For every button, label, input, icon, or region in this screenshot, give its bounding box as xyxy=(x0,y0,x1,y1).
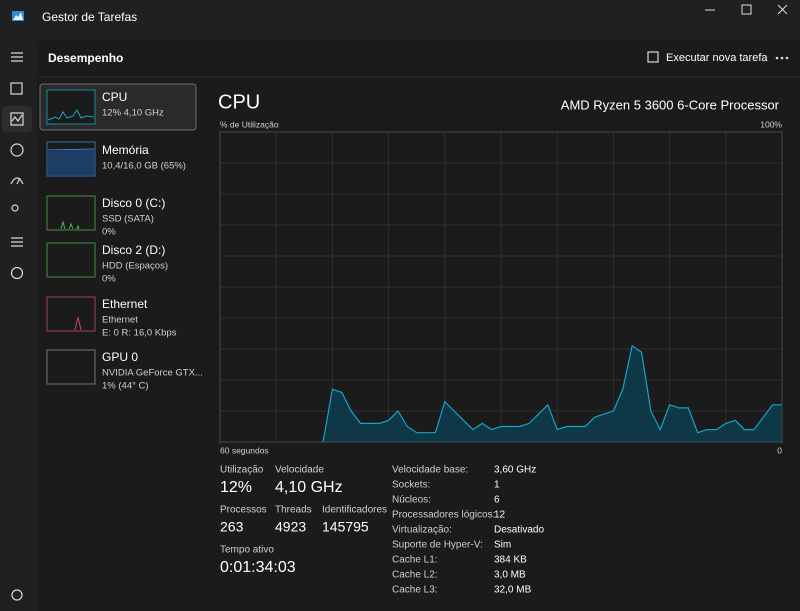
sidebar-item-name: Disco 2 (D:) xyxy=(102,243,165,257)
stats: Utilização 12% Velocidade 4,10 GHz Processos… xyxy=(220,465,387,577)
nav-rail xyxy=(2,52,32,601)
sidebar-item[interactable]: Disco 2 (D:) HDD (Espaços) 0% xyxy=(46,242,168,285)
thumbnail-trace xyxy=(74,316,82,331)
sidebar-item-detail: 12% 4,10 GHz xyxy=(102,108,164,119)
sidebar-item-name: Ethernet xyxy=(102,297,148,311)
y-axis-label: % de Utilização xyxy=(220,119,279,129)
history-icon[interactable] xyxy=(10,143,24,157)
sidebar-item-name: Disco 0 (C:) xyxy=(102,196,165,210)
run-task-button[interactable]: Executar nova tarefa xyxy=(647,51,768,64)
sidebar-item-name: GPU 0 xyxy=(102,350,138,364)
sidebar-item[interactable]: Ethernet Ethernet E: 0 R: 16,0 Kbps xyxy=(46,296,177,339)
plot-border xyxy=(219,131,783,443)
startup-icon[interactable] xyxy=(10,177,24,185)
spec-label: Cache L3: xyxy=(392,585,438,596)
app-icon xyxy=(12,11,24,21)
thumbnail-fill xyxy=(48,150,94,175)
spec-value: 3,60 GHz xyxy=(494,465,536,476)
thumbnail-trace xyxy=(60,220,80,230)
processes-icon[interactable] xyxy=(10,82,23,95)
spec-label: Cache L1: xyxy=(392,555,438,566)
thumbnail xyxy=(46,349,96,385)
sidebar-item-detail: SSD (SATA) xyxy=(102,214,154,225)
sidebar-item-detail: 0% xyxy=(102,274,116,285)
spec-value: 12 xyxy=(494,510,506,521)
sidebar-item[interactable]: Memória 10,4/16,0 GB (65%) xyxy=(46,141,186,177)
window-title: Gestor de Tarefas xyxy=(42,10,137,24)
sidebar-item-detail: HDD (Espaços) xyxy=(102,261,168,272)
page-heading: Desempenho xyxy=(48,51,123,65)
spec-label: Cache L2: xyxy=(392,570,438,581)
thumbnail xyxy=(46,242,96,278)
x-tick-label: 0 xyxy=(777,445,782,455)
users-icon[interactable] xyxy=(11,204,19,212)
run-task-icon xyxy=(647,51,659,63)
stat-value: 263 xyxy=(220,519,244,535)
spec-value: Sim xyxy=(494,540,511,551)
stat-value: 145795 xyxy=(322,519,369,535)
y-tick-label: 100% xyxy=(760,119,782,129)
stat-label: Utilização xyxy=(220,465,264,476)
thumbnail-trace xyxy=(47,109,95,121)
sidebar: CPU 12% 4,10 GHz Memória 10,4/16,0 GB (65%)… xyxy=(39,83,203,392)
details-icon[interactable] xyxy=(11,237,23,247)
sidebar-item[interactable]: GPU 0 NVIDIA GeForce GTX... 1% (44° C) xyxy=(46,349,203,392)
stat-label: Identificadores xyxy=(322,505,387,516)
spec-label: Sockets: xyxy=(392,480,430,491)
services-icon[interactable] xyxy=(10,266,24,280)
sidebar-item-detail: E: 0 R: 16,0 Kbps xyxy=(102,328,177,339)
stat-label: Threads xyxy=(275,505,312,516)
sidebar-item-name: CPU xyxy=(102,90,127,104)
thumbnail xyxy=(46,89,96,125)
thumbnail xyxy=(46,296,96,332)
more-button[interactable] xyxy=(775,56,789,60)
sidebar-item[interactable]: CPU 12% 4,10 GHz xyxy=(39,83,197,131)
menu-icon[interactable] xyxy=(11,52,23,62)
specs: Velocidade base: 3,60 GHz Sockets: 1 Núcleos… xyxy=(392,465,544,596)
spec-value: 6 xyxy=(494,495,500,506)
sidebar-item-detail: 10,4/16,0 GB (65%) xyxy=(102,161,186,172)
stat-label: Processos xyxy=(220,505,267,516)
spec-value: 32,0 MB xyxy=(494,585,532,596)
sidebar-item-name: Memória xyxy=(102,143,149,157)
spec-label: Suporte de Hyper-V: xyxy=(392,540,483,551)
thumbnail-trace xyxy=(47,148,95,151)
stat-value: 4923 xyxy=(275,519,306,535)
spec-label: Processadores lógicos: xyxy=(392,510,495,521)
detail-subtitle: AMD Ryzen 5 3600 6-Core Processor xyxy=(561,97,780,112)
stat-value: 12% xyxy=(220,479,252,496)
stat-label: Velocidade xyxy=(275,465,324,476)
stat-value: 0:01:34:03 xyxy=(220,559,296,576)
maximize[interactable] xyxy=(741,4,752,15)
spec-value: 1 xyxy=(494,480,500,491)
spec-label: Virtualização: xyxy=(392,525,452,536)
stat-value: 4,10 GHz xyxy=(275,479,343,496)
run-task-label[interactable]: Executar nova tarefa xyxy=(666,52,768,64)
sidebar-item-detail: NVIDIA GeForce GTX... xyxy=(102,368,203,379)
sidebar-item-detail: 0% xyxy=(102,227,116,238)
spec-value: Desativado xyxy=(494,525,544,536)
spec-value: 384 KB xyxy=(494,555,527,566)
x-tick-label: 60 segundos xyxy=(220,445,269,455)
spec-value: 3,0 MB xyxy=(494,570,526,581)
spec-label: Núcleos: xyxy=(392,495,431,506)
area-fill xyxy=(323,345,782,442)
sidebar-item-detail: Ethernet xyxy=(102,315,138,326)
stat-label: Tempo ativo xyxy=(220,545,274,556)
close[interactable] xyxy=(777,4,788,15)
sidebar-item-detail: 1% (44° C) xyxy=(102,381,149,392)
performance-icon[interactable] xyxy=(10,112,24,126)
settings-icon[interactable] xyxy=(11,589,23,601)
window-controls[interactable] xyxy=(705,4,788,15)
sidebar-item[interactable]: Disco 0 (C:) SSD (SATA) 0% xyxy=(46,195,165,238)
spec-label: Velocidade base: xyxy=(392,465,468,476)
detail-title: CPU xyxy=(218,91,260,113)
cpu-line xyxy=(322,344,782,443)
cpu-chart: % de Utilização 100% 60 segundos 0 xyxy=(219,119,783,455)
